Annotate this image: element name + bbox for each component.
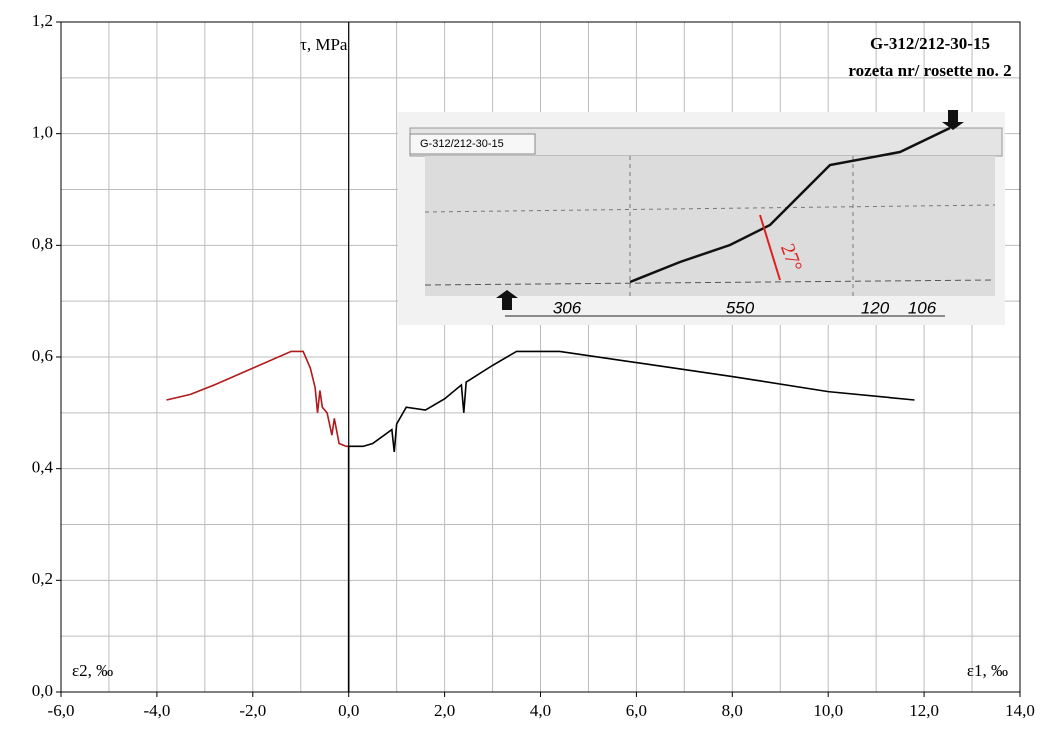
x-tick-label: 12,0 — [909, 701, 939, 720]
x-tick-label: 6,0 — [626, 701, 647, 720]
y-tick-label: 0,4 — [32, 458, 54, 477]
x-axis-label: ε1, ‰ — [967, 661, 1008, 680]
x-tick-label: 8,0 — [722, 701, 743, 720]
x-tick-label: 10,0 — [813, 701, 843, 720]
dimension: 120 — [861, 298, 890, 317]
chart-subtitle: rozeta nr/ rosette no. 2 — [848, 61, 1011, 80]
dimension: 550 — [726, 298, 755, 317]
chart-title: G-312/212-30-15 — [870, 34, 990, 53]
inset-label: G-312/212-30-15 — [420, 138, 504, 150]
x-tick-label: -2,0 — [239, 701, 266, 720]
x-tick-label: 4,0 — [530, 701, 551, 720]
x-tick-label: 2,0 — [434, 701, 455, 720]
inset-photo: G-312/212-30-15 306 550 120 106 27° — [398, 110, 1005, 325]
x-tick-label: -6,0 — [48, 701, 75, 720]
data-line — [166, 350, 350, 692]
data-line — [347, 350, 915, 692]
y-tick-label: 1,0 — [32, 123, 53, 142]
x-tick-label: -4,0 — [143, 701, 170, 720]
dimension: 106 — [908, 298, 937, 317]
dimension: 306 — [553, 298, 582, 317]
x-axis-label: ε2, ‰ — [72, 661, 113, 680]
x-tick-label: 0,0 — [338, 701, 359, 720]
y-tick-label: 0,2 — [32, 569, 53, 588]
y-tick-label: 1,2 — [32, 11, 53, 30]
y-tick-label: 0,8 — [32, 234, 53, 253]
y-tick-label: 0,0 — [32, 681, 53, 700]
x-tick-label: 14,0 — [1005, 701, 1035, 720]
y-axis-label: τ, MPa — [300, 35, 348, 54]
y-tick-label: 0,6 — [32, 346, 53, 365]
